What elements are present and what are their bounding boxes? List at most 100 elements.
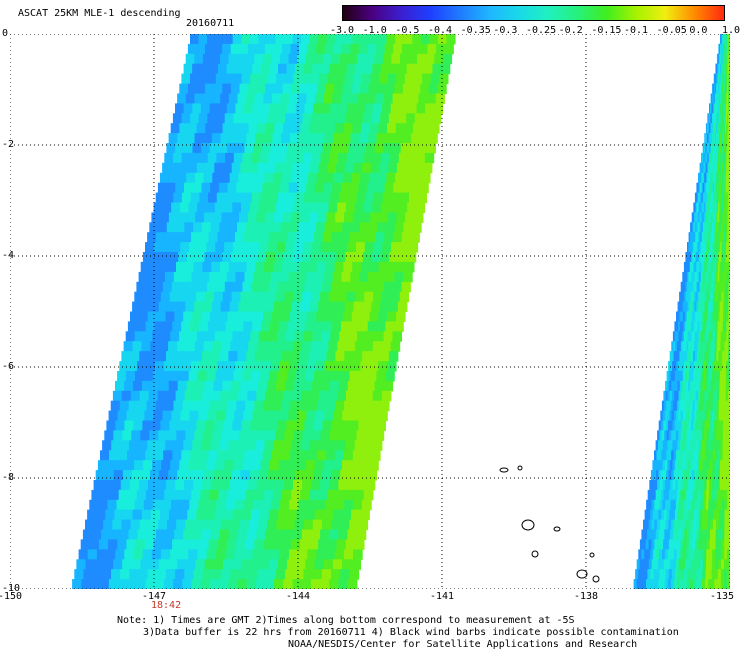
- wind-cell: [320, 203, 329, 214]
- wind-cell: [123, 470, 133, 481]
- wind-cell: [126, 539, 136, 550]
- wind-cell: [190, 34, 199, 45]
- wind-cell: [445, 44, 454, 55]
- wind-cell: [179, 331, 189, 342]
- wind-cell: [169, 173, 178, 184]
- wind-cell: [237, 54, 246, 65]
- wind-cell: [303, 113, 312, 124]
- wind-cell: [259, 203, 268, 214]
- wind-cell: [402, 282, 411, 293]
- wind-cell: [405, 74, 414, 85]
- wind-cell: [244, 64, 253, 74]
- wind-cell: [729, 203, 730, 214]
- wind-cell: [376, 421, 386, 432]
- wind-cell: [103, 520, 113, 531]
- wind-cell: [87, 510, 97, 521]
- wind-cell: [137, 321, 147, 332]
- wind-cell: [417, 54, 426, 65]
- wind-cell: [143, 252, 152, 263]
- wind-cell: [158, 430, 168, 441]
- wind-cell: [436, 44, 445, 55]
- wind-cell: [324, 411, 334, 422]
- wind-cell: [161, 252, 170, 263]
- island-outlines: [500, 466, 599, 582]
- wind-cell: [267, 430, 277, 441]
- wind-cell: [199, 113, 208, 124]
- wind-cell: [228, 351, 238, 362]
- wind-cell: [122, 559, 132, 570]
- wind-cell: [284, 163, 293, 174]
- wind-cell: [361, 123, 370, 134]
- wind-cell: [278, 64, 287, 74]
- wind-cell: [312, 64, 321, 74]
- wind-cell: [379, 74, 388, 85]
- wind-cell: [188, 331, 198, 342]
- wind-cell: [349, 282, 358, 293]
- wind-cell: [238, 262, 247, 273]
- wind-cell: [284, 252, 293, 263]
- wind-cell: [436, 94, 445, 105]
- wind-cell: [215, 242, 224, 253]
- wind-cell: [147, 401, 157, 412]
- wind-cell: [216, 282, 225, 293]
- wind-cell: [203, 94, 212, 105]
- wind-cell: [101, 490, 111, 501]
- wind-cell: [203, 133, 212, 144]
- wind-cell: [181, 411, 191, 422]
- wind-cell: [239, 44, 248, 55]
- wind-cell: [359, 133, 368, 144]
- wind-cell: [347, 153, 356, 164]
- wind-cell: [254, 539, 264, 550]
- wind-cell: [263, 312, 273, 323]
- wind-cell: [348, 103, 357, 114]
- note-line-3: NOAA/NESDIS/Center for Satellite Applica…: [117, 639, 679, 651]
- wind-cell: [191, 193, 200, 204]
- wind-cell: [400, 193, 409, 204]
- wind-cell: [311, 530, 321, 541]
- wind-cell: [227, 64, 236, 74]
- wind-cell: [313, 520, 323, 531]
- wind-cell: [344, 500, 354, 511]
- wind-cell: [175, 143, 184, 154]
- wind-cell: [299, 173, 308, 184]
- wind-cell: [398, 252, 407, 263]
- wind-cell: [425, 103, 434, 114]
- wind-cell: [277, 153, 286, 164]
- wind-cell: [313, 193, 322, 204]
- wind-cell: [377, 272, 386, 283]
- wind-cell: [196, 421, 206, 432]
- wind-cell: [182, 232, 191, 243]
- wind-cell: [168, 470, 178, 481]
- wind-cell: [368, 321, 378, 332]
- wind-cell: [422, 123, 431, 134]
- wind-cell: [215, 460, 225, 471]
- wind-cell: [296, 232, 305, 243]
- wind-cell: [346, 203, 355, 214]
- wind-cell: [412, 34, 421, 45]
- wind-cell: [411, 232, 420, 243]
- wind-cell: [385, 133, 394, 144]
- wind-cell: [315, 272, 324, 283]
- wind-cell: [195, 173, 204, 184]
- wind-cell: [233, 242, 242, 253]
- wind-cell: [283, 84, 292, 95]
- wind-cell: [345, 252, 354, 263]
- wind-cell: [255, 133, 264, 144]
- wind-cell: [246, 222, 255, 233]
- wind-cell: [193, 222, 202, 233]
- wind-cell: [130, 351, 140, 362]
- wind-cell: [213, 212, 222, 223]
- wind-cell: [173, 113, 182, 124]
- wind-cell: [235, 64, 244, 74]
- wind-cell: [352, 34, 361, 45]
- wind-cell: [168, 559, 178, 570]
- wind-cell: [232, 331, 242, 342]
- wind-cell: [205, 292, 214, 303]
- wind-cell: [374, 242, 383, 253]
- wind-cell: [350, 272, 359, 283]
- wind-cell: [140, 520, 150, 531]
- wind-cell: [239, 302, 249, 313]
- wind-cell: [354, 113, 363, 124]
- wind-cell: [354, 252, 363, 263]
- wind-cell: [294, 292, 303, 303]
